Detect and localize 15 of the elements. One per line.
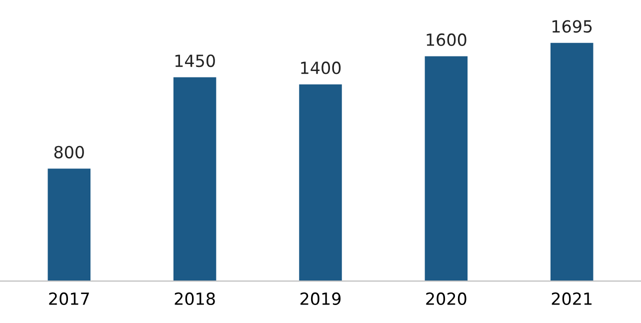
bar xyxy=(550,42,594,282)
x-tick-label: 2020 xyxy=(426,292,466,306)
data-label: 1450 xyxy=(175,54,215,68)
x-tick-label: 2019 xyxy=(300,292,341,306)
data-label: 1600 xyxy=(426,33,466,46)
x-tick-label: 2017 xyxy=(49,292,89,306)
data-label: 1695 xyxy=(552,20,592,33)
x-tick-label: 2021 xyxy=(552,292,592,306)
x-tick-label: 2018 xyxy=(174,292,215,306)
bar xyxy=(424,56,468,282)
bar xyxy=(299,84,342,282)
data-label: 1400 xyxy=(301,62,341,74)
data-label: 800 xyxy=(54,146,84,158)
bar xyxy=(173,77,216,282)
bar xyxy=(48,168,90,282)
